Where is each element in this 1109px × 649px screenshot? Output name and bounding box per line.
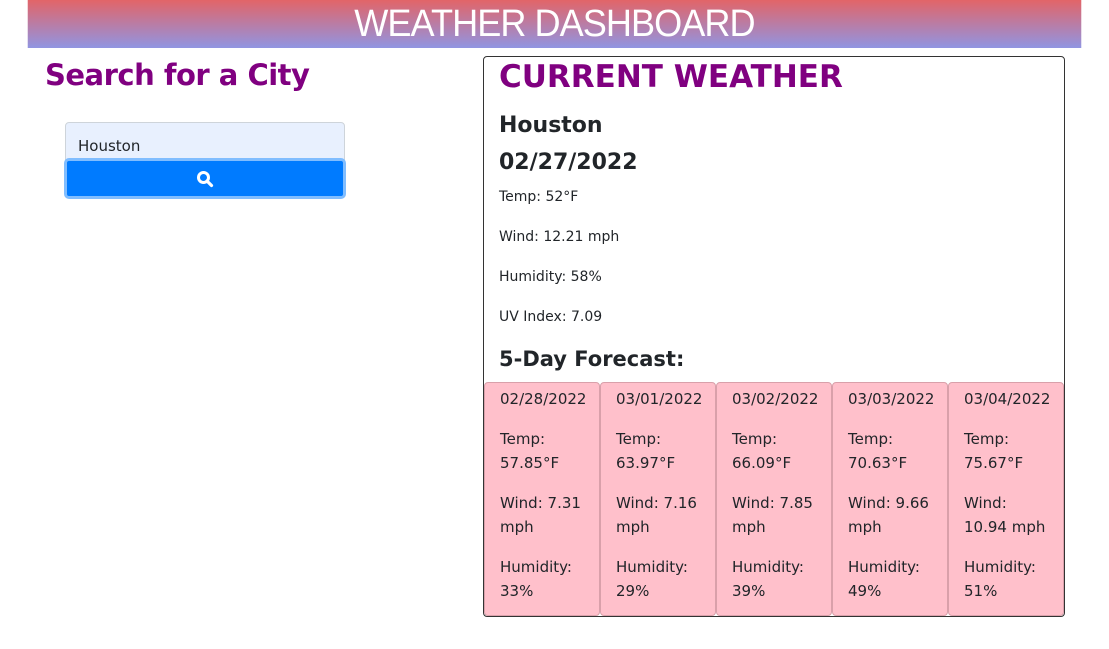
forecast-temp: Temp: 63.97°F [616, 430, 676, 472]
current-date: 02/27/2022 [499, 150, 638, 175]
current-city: Houston [499, 113, 603, 138]
forecast-humidity: Humidity: 49% [848, 558, 920, 600]
forecast-cards: 02/28/2022 Temp: 57.85°F Wind: 7.31 mph Hum… [484, 382, 1064, 616]
forecast-card: 03/03/2022 Temp: 70.63°F Wind: 9.66 mph Hum… [832, 382, 948, 616]
current-temp: Temp: 52°F [499, 189, 579, 205]
forecast-date: 03/03/2022 [848, 390, 935, 408]
forecast-humidity: Humidity: 39% [732, 558, 804, 600]
forecast-temp: Temp: 70.63°F [848, 430, 908, 472]
search-icon [197, 170, 214, 187]
current-weather-panel: CURRENT WEATHER Houston 02/27/2022 Temp:… [483, 56, 1065, 617]
current-wind: Wind: 12.21 mph [499, 229, 620, 245]
forecast-date: 02/28/2022 [500, 390, 587, 408]
page-header: WEATHER DASHBOARD [27, 0, 1082, 48]
forecast-wind: Wind: 9.66 mph [848, 494, 929, 536]
forecast-date: 03/04/2022 [964, 390, 1051, 408]
forecast-humidity: Humidity: 33% [500, 558, 572, 600]
forecast-card: 03/02/2022 Temp: 66.09°F Wind: 7.85 mph Hum… [716, 382, 832, 616]
forecast-humidity: Humidity: 51% [964, 558, 1036, 600]
current-humidity: Humidity: 58% [499, 269, 602, 285]
forecast-card: 02/28/2022 Temp: 57.85°F Wind: 7.31 mph Hum… [484, 382, 600, 616]
forecast-wind: Wind: 7.85 mph [732, 494, 813, 536]
forecast-card: 03/01/2022 Temp: 63.97°F Wind: 7.16 mph Hum… [600, 382, 716, 616]
current-weather-title: CURRENT WEATHER [499, 59, 843, 95]
forecast-temp: Temp: 66.09°F [732, 430, 792, 472]
forecast-wind: Wind: 10.94 mph [964, 494, 1046, 536]
forecast-wind: Wind: 7.16 mph [616, 494, 697, 536]
forecast-temp: Temp: 57.85°F [500, 430, 560, 472]
forecast-wind: Wind: 7.31 mph [500, 494, 581, 536]
forecast-date: 03/02/2022 [732, 390, 819, 408]
current-uv-index: UV Index: 7.09 [499, 309, 603, 325]
forecast-title: 5-Day Forecast: [499, 347, 685, 371]
forecast-temp: Temp: 75.67°F [964, 430, 1024, 472]
forecast-date: 03/01/2022 [616, 390, 703, 408]
header-title: WEATHER DASHBOARD [354, 3, 755, 45]
forecast-card: 03/04/2022 Temp: 75.67°F Wind: 10.94 mph Hu… [948, 382, 1064, 616]
search-button[interactable] [64, 158, 346, 199]
city-search-input[interactable] [65, 122, 345, 160]
search-title: Search for a City [45, 58, 310, 92]
forecast-humidity: Humidity: 29% [616, 558, 688, 600]
